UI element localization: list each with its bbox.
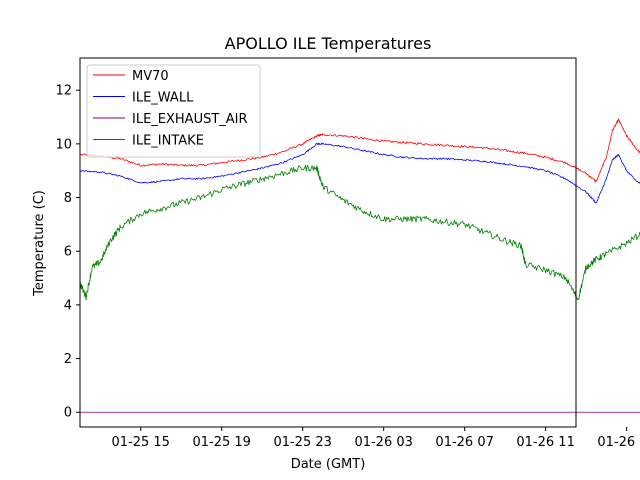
x-tick-label: 01-26 11 [516,435,574,450]
x-tick-label: 01-26 07 [435,435,493,450]
x-tick-label: 01-25 23 [273,435,331,450]
y-tick-label: 6 [64,245,72,260]
x-tick-label: 01-26 15 [597,435,640,450]
x-tick-label: 01-26 03 [354,435,412,450]
y-axis-title: Temperature (C) [32,190,47,297]
legend: MV70 ILE_WALL ILE_EXHAUST_AIR ILE_INTAKE [86,64,261,158]
legend-label: ILE_WALL [132,91,194,106]
y-axis: 0 2 4 6 8 10 12 [55,84,80,421]
plot-frame [79,57,577,428]
x-tick-label: 01-25 15 [112,435,170,450]
series-line-mv70 [79,118,640,183]
legend-label: ILE_EXHAUST_AIR [132,112,248,127]
x-axis-title: Date (GMT) [291,457,366,472]
y-tick-label: 12 [55,84,72,99]
y-tick-label: 2 [64,352,72,367]
y-tick-label: 4 [64,298,72,313]
y-tick-label: 8 [64,191,72,206]
series-lines [79,118,640,413]
series-line-ile-intake [79,164,640,301]
chart-title: APOLLO ILE Temperatures [225,34,432,53]
legend-box [86,64,261,158]
x-axis: 01-25 15 01-25 19 01-25 23 01-26 03 01-26 07… [112,427,640,450]
legend-label: MV70 [132,69,169,84]
series-line-ile-wall [79,142,640,203]
y-tick-label: 10 [55,137,72,152]
y-tick-label: 0 [64,406,72,421]
legend-label: ILE_INTAKE [132,134,204,149]
x-tick-label: 01-25 19 [192,435,250,450]
